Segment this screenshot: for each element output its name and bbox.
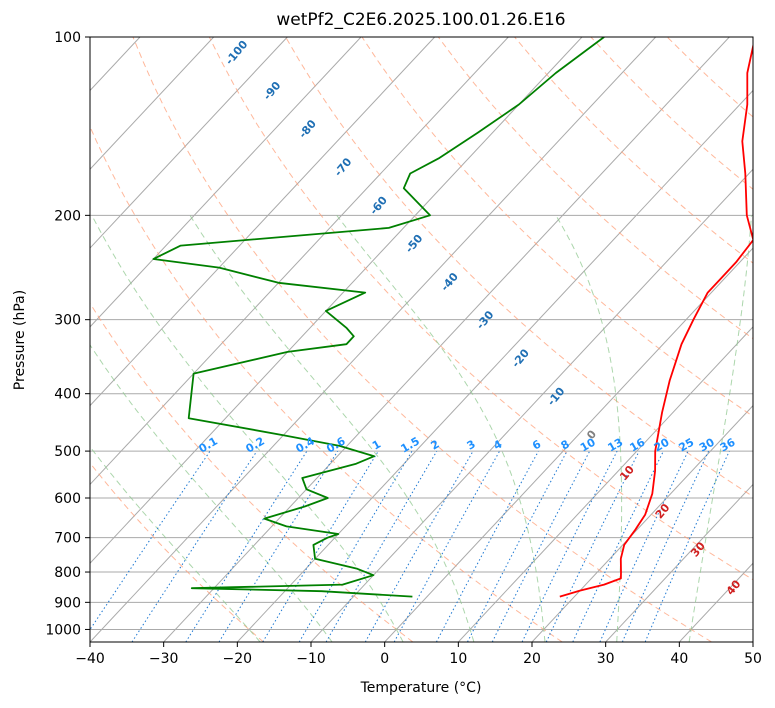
mixing-ratio-line	[435, 450, 539, 642]
x-tick-label: 10	[449, 651, 467, 667]
isotherm-line	[90, 37, 436, 407]
isotherm-line	[752, 641, 753, 642]
moist-adiabat-line	[91, 215, 404, 642]
dry-adiabat-line	[285, 37, 753, 498]
y-axis-label: Pressure (hPa)	[12, 290, 28, 390]
y-axis: 100 200 300 400 500 600 700 800 900 1000	[45, 30, 90, 638]
x-tick-label: −20	[223, 651, 253, 667]
x-tick-label: 40	[670, 651, 688, 667]
isotherm-line	[310, 168, 753, 642]
isotherm-line	[457, 326, 753, 642]
moist-adiabat-line	[90, 445, 261, 642]
x-tick-label: 50	[744, 651, 762, 667]
mixing-ratio-line	[621, 450, 710, 642]
x-tick-label: −10	[296, 651, 326, 667]
mixing-ratio-line	[393, 450, 501, 642]
y-tick-label: 800	[54, 565, 81, 581]
chart-title: wetPf2_C2E6.2025.100.01.26.E16	[276, 10, 565, 30]
isotherm-line	[163, 37, 730, 642]
mixing-ratio-line	[491, 450, 591, 642]
mixing-ratio-line	[364, 450, 474, 642]
y-tick-label: 600	[54, 491, 81, 507]
y-tick-label: 1000	[45, 622, 81, 638]
mixing-ratio-line	[644, 450, 730, 642]
moist-adiabat-line	[336, 214, 546, 642]
y-tick-label: 700	[54, 531, 81, 547]
x-tick-label: 0	[380, 651, 389, 667]
dry-adiabat-line	[90, 462, 264, 642]
x-tick-label: −30	[149, 651, 179, 667]
mixing-ratio-line	[131, 450, 258, 642]
dry-adiabat-line	[90, 302, 414, 642]
dry-adiabat-line	[90, 125, 563, 642]
isotherm-line	[90, 37, 362, 328]
profile-line	[152, 37, 605, 598]
profile-line	[559, 42, 753, 598]
x-tick-label: 30	[597, 651, 615, 667]
mixing-ratio-line	[90, 450, 211, 631]
y-tick-label: 500	[54, 444, 81, 460]
dry-adiabat-line	[132, 37, 712, 642]
isotherm-line	[90, 37, 657, 642]
x-tick-label: −40	[75, 651, 105, 667]
dry-adiabat-line	[208, 37, 753, 581]
y-tick-label: 300	[54, 313, 81, 329]
moist-adiabat-line	[555, 215, 623, 642]
x-axis: −40 −30 −20 −10 0 10 20 30 40 50	[75, 642, 762, 667]
y-tick-label: 200	[54, 208, 81, 224]
dry-adiabat-line	[437, 37, 753, 340]
isotherm-line	[90, 37, 288, 249]
mixing-ratio-line	[185, 450, 308, 642]
isotherm-line	[236, 89, 753, 642]
isotherm-line	[90, 37, 509, 486]
plot-frame	[89, 36, 754, 643]
plot-background	[90, 37, 753, 642]
isotherm-line	[90, 37, 215, 171]
moist-adiabat-line	[688, 215, 752, 642]
mixing-ratio-line	[262, 450, 379, 642]
series-layer	[152, 37, 753, 598]
moist-adiabat-line	[189, 215, 475, 642]
y-tick-label: 900	[54, 595, 81, 611]
y-tick-label: 100	[54, 30, 81, 46]
isotherm-line	[384, 247, 753, 642]
y-tick-label: 400	[54, 387, 81, 403]
isotherm-line	[605, 483, 753, 642]
moist-adiabat-line	[90, 344, 333, 642]
isotherm-line	[0, 37, 66, 642]
x-tick-label: 20	[523, 651, 541, 667]
isotherm-line	[90, 37, 583, 564]
mixing-ratio-line	[521, 450, 618, 642]
x-axis-label: Temperature (°C)	[360, 680, 482, 696]
